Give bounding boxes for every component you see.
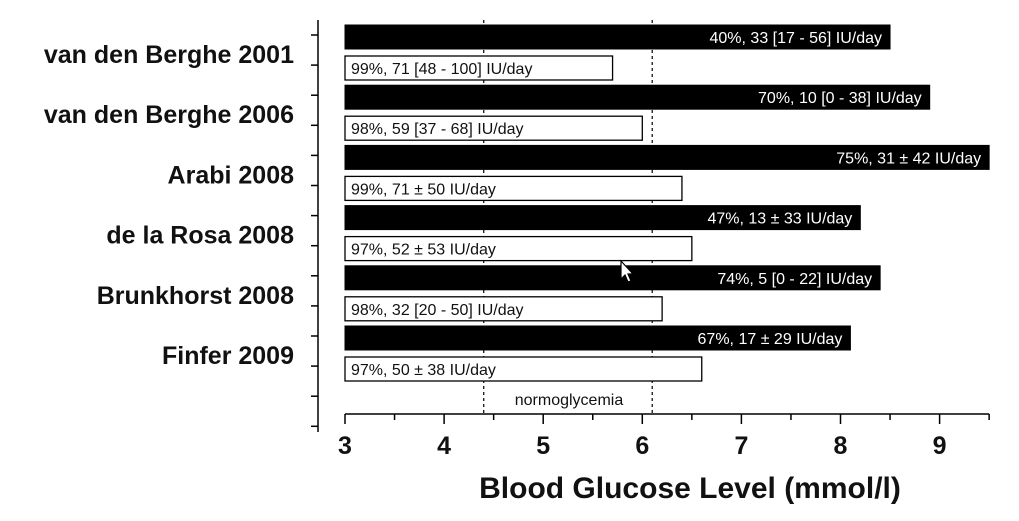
intensive-bar-label: 75%, 31 ± 42 IU/day bbox=[836, 150, 981, 167]
conventional-bar-label: 98%, 32 [20 - 50] IU/day bbox=[351, 302, 524, 319]
intensive-bar-label: 74%, 5 [0 - 22] IU/day bbox=[717, 271, 872, 288]
conventional-bar-label: 99%, 71 ± 50 IU/day bbox=[351, 181, 496, 198]
x-tick-label: 5 bbox=[536, 432, 550, 460]
study-label: van den Berghe 2001 bbox=[44, 41, 294, 69]
intensive-bar bbox=[344, 24, 891, 50]
intensive-bar bbox=[344, 84, 931, 110]
x-axis-title: Blood Glucose Level (mmol/l) bbox=[479, 472, 901, 505]
x-tick-label: 3 bbox=[338, 432, 352, 460]
intensive-bar-label: 70%, 10 [0 - 38] IU/day bbox=[758, 90, 922, 107]
conventional-bar-label: 97%, 52 ± 53 IU/day bbox=[351, 242, 496, 259]
study-label: Arabi 2008 bbox=[168, 161, 295, 189]
axis-layer: 3 4 5 6 7 8 9 bbox=[311, 20, 990, 460]
conventional-bar-label: 99%, 71 [48 - 100] IU/day bbox=[351, 61, 532, 78]
study-label: Finfer 2009 bbox=[162, 342, 294, 370]
x-tick-label: 8 bbox=[834, 432, 848, 460]
study-label: van den Berghe 2006 bbox=[44, 101, 294, 129]
intensive-bar-label: 47%, 13 ± 33 IU/day bbox=[707, 211, 852, 228]
normoglycemia-label: normoglycemia bbox=[515, 392, 624, 409]
x-tick-label: 7 bbox=[734, 432, 748, 460]
x-tick-label: 4 bbox=[437, 432, 451, 460]
conventional-bar bbox=[344, 235, 693, 262]
conventional-bar bbox=[344, 356, 703, 382]
labels-layer: van den Berghe 2001 van den Berghe 2006 Ar… bbox=[44, 30, 981, 379]
intensive-bar bbox=[344, 144, 990, 170]
intensive-bar bbox=[344, 265, 881, 291]
x-tick-label: 6 bbox=[635, 432, 649, 460]
intensive-bar-label: 67%, 17 ± 29 IU/day bbox=[698, 331, 843, 348]
conventional-bar bbox=[344, 115, 643, 141]
intensive-bar bbox=[344, 205, 861, 231]
study-label: de la Rosa 2008 bbox=[106, 222, 294, 250]
intensive-bar bbox=[344, 325, 851, 351]
study-label: Brunkhorst 2008 bbox=[97, 282, 294, 310]
mouse-cursor-icon bbox=[620, 259, 635, 283]
intensive-bar-label: 40%, 33 [17 - 56] IU/day bbox=[710, 30, 883, 47]
conventional-bar bbox=[344, 175, 683, 202]
x-tick-label: 9 bbox=[933, 432, 947, 460]
bars-layer bbox=[344, 24, 990, 382]
conventional-bar-label: 98%, 59 [37 - 68] IU/day bbox=[351, 121, 524, 138]
conventional-bar-label: 97%, 50 ± 38 IU/day bbox=[351, 362, 496, 379]
conventional-bar bbox=[344, 55, 614, 81]
conventional-bar bbox=[344, 296, 663, 322]
